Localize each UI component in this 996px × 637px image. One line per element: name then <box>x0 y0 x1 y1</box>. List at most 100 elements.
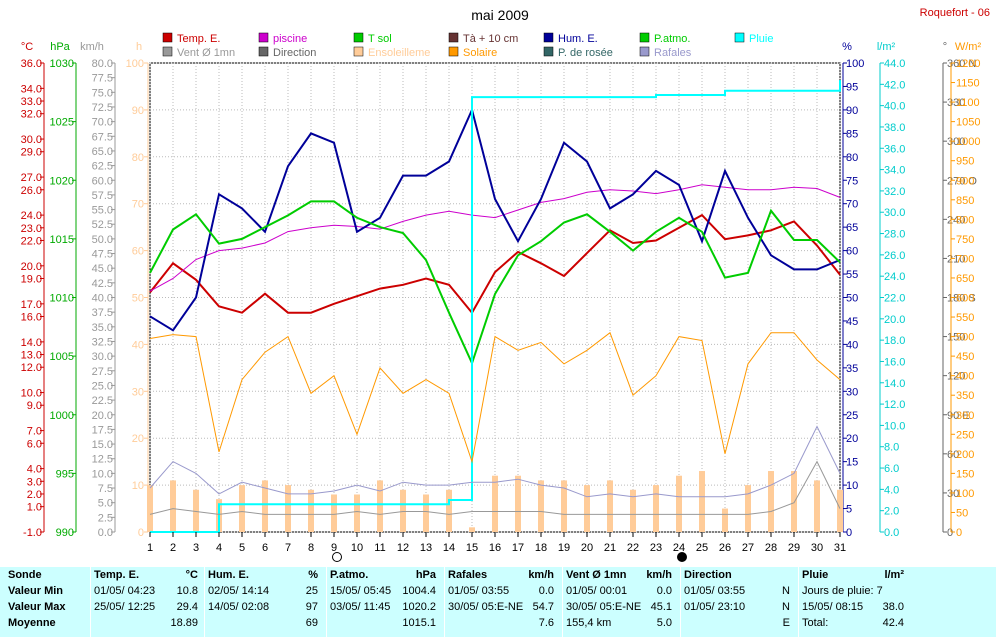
summary-table: Sonde Valeur Min Valeur Max Moyenne Temp. E.… <box>0 567 996 637</box>
legend-swatch <box>353 46 364 57</box>
station-name: Roquefort - 06 <box>920 7 990 19</box>
legend-label: Temp. E. <box>177 33 220 45</box>
x-axis: 1 2 3 4 5 6 7 8 9 10 11 12 13 14 15 16 17 18 19 20 21 22 23 24 2… <box>147 532 846 562</box>
axis-unit-labels: °C hPa km/h h% l/m² ° W/m² <box>21 41 982 53</box>
axis-unit-rain: l/m² <box>877 41 896 53</box>
summary-row-label: Moyenne <box>8 617 56 629</box>
axis-tick-label: 450 <box>956 351 974 363</box>
summary-min: 01/05/ 04:23 10.8 <box>94 583 206 599</box>
sunshine-bar <box>538 480 544 532</box>
summary-column: Rafales km/h 01/05/ 03:55 0.0 30/05/ 05:E-NE… <box>448 567 562 637</box>
summary-max-value: 54.7 <box>532 601 554 613</box>
x-tick-label: 1 <box>147 542 153 554</box>
sunshine-bar <box>745 485 751 532</box>
sunshine-bar <box>377 480 383 532</box>
summary-max-date: 01/05/ 23:10 <box>684 601 746 613</box>
summary-avg: 69 <box>208 615 326 631</box>
sunshine-bar <box>515 475 521 532</box>
summary-row: Valeur Min <box>8 583 88 599</box>
x-tick-label: 14 <box>443 542 455 554</box>
sunshine-bar <box>837 489 843 532</box>
x-tick-label: 2 <box>170 542 176 554</box>
summary-avg-prefix: Total: <box>802 617 829 629</box>
summary-column: Direction 01/05/ 03:55 N 01/05/ 23:10 N E <box>684 567 798 637</box>
axis-tick-label: 400 <box>956 371 974 383</box>
sunshine-bar <box>653 485 659 532</box>
axis-tick-label: 30 <box>947 488 959 500</box>
x-tick-label: 10 <box>351 542 363 554</box>
axis-tick-label: 36.0 <box>21 58 42 70</box>
summary-col-title: Temp. E. <box>94 569 140 581</box>
summary-avg: E <box>684 615 798 631</box>
axis-tick-label: 80 <box>846 152 858 164</box>
axis-tick-label: 150 <box>947 332 965 344</box>
axis-tick-label: 70 <box>132 199 144 211</box>
summary-avg-value: 18.89 <box>170 617 198 629</box>
x-tick-label: 30 <box>811 542 823 554</box>
summary-avg: 155,4 km 5.0 <box>566 615 680 631</box>
sunshine-bar <box>331 494 337 532</box>
axis-tick-label: 850 <box>956 195 974 207</box>
x-tick-label: 29 <box>788 542 800 554</box>
summary-avg-value: 7.6 <box>538 617 554 629</box>
axis-tick-label: 22.0 <box>884 293 905 305</box>
legend-label: Ensoleilleme <box>368 47 430 59</box>
axis-tick-label: 350 <box>956 390 974 402</box>
axis-tick-label: 12.0 <box>21 362 42 374</box>
axis-unit-dir: ° <box>943 41 947 53</box>
sunshine-bar <box>630 489 636 532</box>
axis-tick-label: 55 <box>846 269 858 281</box>
axis-tick-label: 14.0 <box>884 378 905 390</box>
summary-col-title: Direction <box>684 569 732 581</box>
axis-tick-label: 85 <box>846 128 858 140</box>
axis-tick-label: 8.0 <box>884 442 899 454</box>
legend-swatch <box>448 32 459 43</box>
legend-swatch <box>639 32 650 43</box>
legend-label: Tà + 10 cm <box>463 33 518 45</box>
axis-tick-label: 45 <box>846 316 858 328</box>
sunshine-bar <box>791 471 797 532</box>
axis-tick-label: 270 O <box>947 175 977 187</box>
axis-tick-label: 22.5 <box>92 395 113 407</box>
axis-tick-label: 65.0 <box>92 146 113 158</box>
axis-tick-label: 250 <box>956 429 974 441</box>
summary-separator <box>326 567 327 637</box>
summary-col-unit: hPa <box>415 569 436 581</box>
sunshine-bar <box>607 480 613 532</box>
axis-tick-label: 1100 <box>956 97 980 109</box>
legend-swatch <box>543 46 554 57</box>
x-tick-label: 27 <box>742 542 754 554</box>
new-moon-icon <box>677 552 687 562</box>
axis-tick-label: 32.5 <box>92 336 113 348</box>
axis-tick-label: 50.0 <box>92 234 113 246</box>
axis-tick-label: 12.5 <box>92 454 113 466</box>
axis-tick-label: 20 <box>846 433 858 445</box>
summary-min-value: 25 <box>305 585 318 597</box>
axis-tick-label: 19.0 <box>21 273 42 285</box>
axis-tick-label: 18.0 <box>884 335 905 347</box>
axis-tick-label: 300 <box>947 136 965 148</box>
x-tick-label: 25 <box>696 542 708 554</box>
axis-tick-label: 70 <box>846 199 858 211</box>
sunshine-bar <box>676 475 682 532</box>
summary-col-title: Hum. E. <box>208 569 249 581</box>
sunshine-bar <box>423 494 429 532</box>
chart-title: mai 2009 <box>471 7 529 23</box>
axis-tick-label: 17.5 <box>92 424 113 436</box>
axis-tick-label: 25 <box>846 410 858 422</box>
axis-tick-label: 330 <box>947 97 965 109</box>
summary-min: 02/05/ 14:14 25 <box>208 583 326 599</box>
axis-tick-label: 120 <box>947 371 965 383</box>
summary-row-label: Sonde <box>8 569 42 581</box>
axis-tick-label: 15.0 <box>92 439 113 451</box>
summary-avg-value: E <box>782 617 790 629</box>
summary-max: 30/05/ 05:E-NE 54.7 <box>448 599 562 615</box>
axis-tick-label: 100 <box>126 58 144 70</box>
series-line <box>149 331 841 464</box>
series-line <box>149 460 841 515</box>
axis-tick-label: 500 <box>956 332 974 344</box>
summary-max-date: 03/05/ 11:45 <box>330 601 391 613</box>
axis-tick-label: 70.0 <box>92 117 113 129</box>
summary-col-unit: °C <box>185 569 198 581</box>
summary-col-title: P.atmo. <box>330 569 369 581</box>
